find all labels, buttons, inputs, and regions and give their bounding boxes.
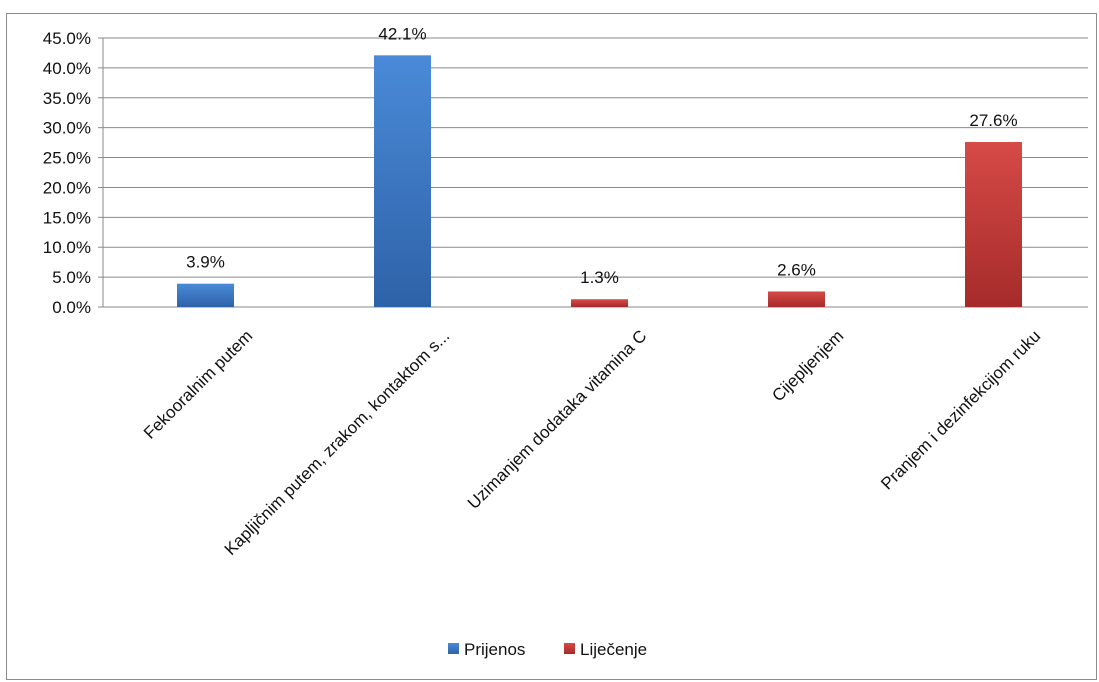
y-tick-label: 25.0% — [43, 149, 91, 168]
legend-label: Prijenos — [464, 640, 525, 659]
legend-swatch — [564, 643, 575, 654]
category-label: Uzimanjem dodataka vitamina C — [464, 326, 650, 512]
y-tick-label: 5.0% — [52, 268, 91, 287]
chart-frame — [6, 13, 1097, 680]
bar — [965, 142, 1022, 307]
y-tick-label: 10.0% — [43, 238, 91, 257]
bar — [374, 55, 431, 307]
data-labels: 3.9% 42.1% 1.3% 2.6% 27.6% — [186, 24, 1017, 287]
axes: 0.0% 5.0% 10.0% 15.0% 20.0% 25.0% 30.0% 35.0% 40… — [43, 29, 1088, 317]
bar — [571, 299, 628, 307]
legend-label: Liječenje — [580, 640, 647, 659]
data-label: 27.6% — [969, 111, 1017, 130]
y-tick-label: 45.0% — [43, 29, 91, 48]
bar — [177, 283, 234, 307]
legend-swatch — [448, 643, 459, 654]
category-label: Cijepljenjem — [768, 326, 847, 405]
y-tick-label: 15.0% — [43, 208, 91, 227]
data-label: 42.1% — [378, 24, 426, 43]
y-tick-label: 35.0% — [43, 89, 91, 108]
category-label: Kapljičnim putem, zrakom, kontaktom s... — [221, 326, 454, 559]
y-tick-label: 0.0% — [52, 298, 91, 317]
data-label: 2.6% — [777, 260, 816, 279]
category-label: Fekooralnim putem — [140, 326, 256, 442]
bars — [177, 55, 1022, 307]
y-tick-label: 40.0% — [43, 59, 91, 78]
category-label: Pranjem i dezinfekcijom ruku — [877, 326, 1044, 493]
bar — [768, 291, 825, 307]
y-tick-label: 30.0% — [43, 119, 91, 138]
data-label: 1.3% — [580, 268, 619, 287]
gridlines — [103, 37, 1088, 278]
legend: Prijenos Liječenje — [448, 640, 647, 659]
y-tick-label: 20.0% — [43, 178, 91, 197]
data-label: 3.9% — [186, 253, 225, 272]
